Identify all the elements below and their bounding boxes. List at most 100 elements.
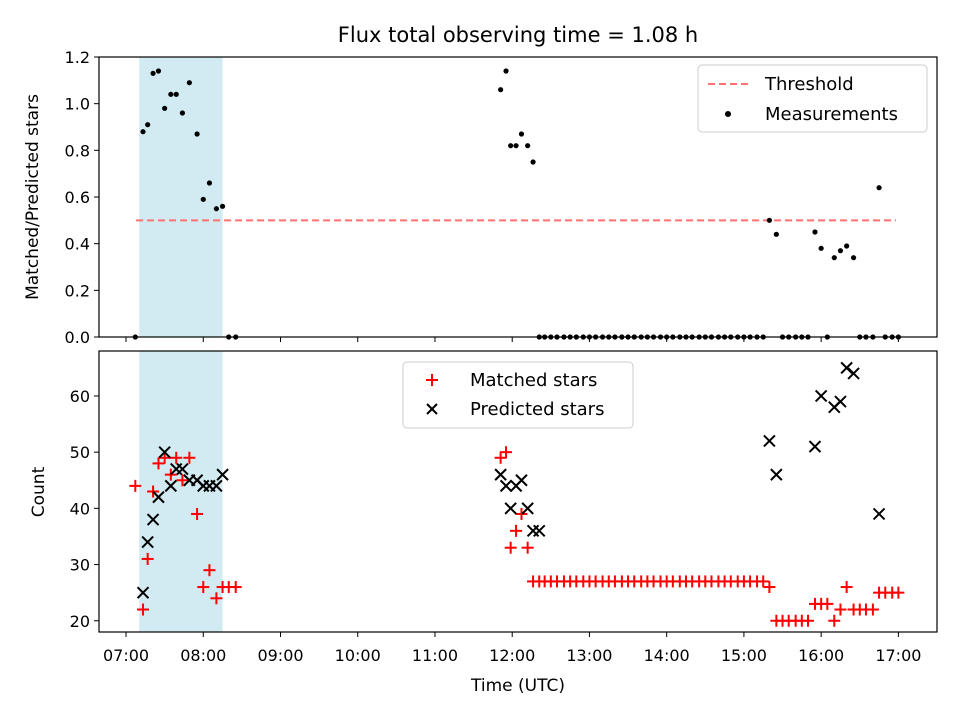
measurement-point [173,91,179,97]
matched-star-point [203,564,216,577]
measurement-point [145,122,151,128]
legend-predicted-swatch [426,403,438,415]
predicted-star-point [164,479,178,493]
top-legend-box [697,64,928,133]
bottom-xtick-label: 08:00 [180,646,226,665]
predicted-star-point [216,468,229,481]
bottom-xtick-label: 09:00 [257,646,303,665]
top-ytick-label: 0.4 [65,235,90,254]
matched-star-point [510,524,523,537]
measurement-point [508,143,514,149]
measurement-point [219,203,226,209]
legend-threshold-label: Threshold [764,74,854,95]
predicted-star-point [176,462,189,476]
bottom-y-axis-label: Count [29,466,49,517]
top-ytick-label: 0.6 [65,188,90,207]
x-axis-label: Time (UTC) [470,676,565,696]
matched-star-point [802,614,815,627]
measurement-point [812,229,818,235]
matched-star-point [840,581,853,594]
predicted-star-point [770,468,783,481]
predicted-star-point [814,389,828,403]
matched-star-point [757,575,770,588]
predicted-star-point [152,490,165,504]
matched-star-point [504,541,517,554]
matched-star-point [141,552,154,565]
matched-star-point [521,541,534,554]
measurement-point [200,196,206,202]
matched-star-point [763,581,776,594]
bottom-xtick-label: 15:00 [721,646,767,665]
matched-star-point [834,603,847,616]
measurement-point [818,245,824,251]
measurement-point [831,255,837,261]
matched-star-point [494,451,507,464]
top-ytick-label: 0.2 [65,281,90,300]
legend-matched-swatch [426,374,438,386]
top-legend: Threshold Measurements [697,64,928,133]
measurement-point [837,248,844,254]
predicted-star-point [515,474,528,487]
measurement-point [498,87,504,93]
bottom-xtick-label: 16:00 [798,646,844,665]
measurement-point [530,159,536,165]
measurement-point [194,131,200,137]
measurement-point [206,180,213,186]
bottom-panel: 20 30 40 50 60 07:00 08:00 09:00 10:00 11:00 12:0… [29,350,938,696]
predicted-star-point [494,468,507,481]
figure-title: Flux total observing time = 1.08 h [338,23,698,47]
matched-star-point [183,451,196,464]
legend-predicted-label: Predicted stars [470,399,604,420]
matched-star-point [500,446,513,459]
legend-measurements-swatch [725,111,731,117]
bottom-legend: Matched stars Predicted stars [402,361,634,429]
measurement-point [503,68,509,74]
predicted-star-point [526,524,540,538]
top-shaded-span [139,57,223,337]
matched-star-point [170,451,183,464]
predicted-star-point [504,502,517,515]
measurement-point [179,110,186,116]
top-ytick-label: 1.0 [65,95,90,114]
bottom-xtick-label: 17:00 [875,646,921,665]
matched-star-point [515,507,528,520]
bottom-xtick-label: 13:00 [566,646,612,665]
measurement-point [766,217,773,223]
bottom-legend-box [402,361,634,429]
measurement-point [213,206,219,212]
predicted-star-point [521,502,534,515]
predicted-star-point [158,445,171,459]
measurement-point [140,129,146,135]
bottom-xtick-label: 07:00 [103,646,149,665]
measurement-point [773,231,779,237]
predicted-star-point [210,479,223,493]
matched-star-point [137,603,150,616]
measurement-point [844,243,850,249]
bottom-xtick-label: 10:00 [335,646,381,665]
matched-star-point [197,581,210,594]
legend-matched-label: Matched stars [470,370,597,391]
matched-star-point [866,603,879,616]
measurement-point [518,131,525,137]
predicted-star-point [146,513,160,526]
matched-star-point [821,597,834,610]
bottom-xtick-label: 14:00 [644,646,690,665]
matched-star-point [152,457,165,470]
predicted-star-point [763,434,776,448]
bottom-ytick-label: 20 [70,612,90,631]
predicted-star-point [834,395,847,408]
top-ytick-label: 0.0 [65,328,90,347]
matched-star-point [892,586,905,599]
top-ytick-label: 0.8 [65,141,90,160]
predicted-star-point [136,586,150,599]
matched-star-point [229,581,242,594]
bottom-ytick-label: 30 [70,556,90,575]
top-ytick-label: 1.2 [65,48,90,67]
bottom-plot-frame [98,350,938,633]
top-y-axis-label: Matched/Predicted stars [23,94,43,300]
matched-star-point [191,507,204,520]
predicted-star-point [847,367,860,380]
measurement-point [513,143,519,149]
matched-star-point [158,451,171,464]
